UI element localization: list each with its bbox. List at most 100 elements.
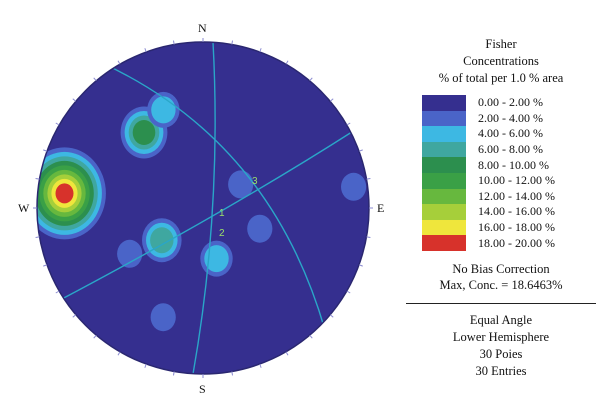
net-tick bbox=[285, 351, 289, 356]
legend-range-label: 10.00 - 12.00 % bbox=[478, 173, 555, 188]
concentration-cluster-6 bbox=[150, 303, 176, 332]
net-tick bbox=[144, 363, 147, 368]
net-tick bbox=[35, 177, 40, 180]
net-tick bbox=[172, 40, 175, 45]
net-tick bbox=[259, 48, 262, 53]
net-tick bbox=[55, 122, 60, 126]
contour-level-4 bbox=[132, 120, 156, 145]
bias-info: No Bias Correction Max, Conc. = 18.6463% bbox=[406, 261, 596, 293]
stereonet-plot: 1 2 3 N S W E bbox=[18, 21, 384, 396]
legend-swatch bbox=[422, 188, 466, 205]
net-tick bbox=[117, 351, 121, 356]
legend-title: Fisher Concentrations % of total per 1.0… bbox=[406, 36, 596, 87]
net-tick bbox=[55, 290, 60, 294]
hemisphere-text: Lower Hemisphere bbox=[452, 329, 550, 344]
net-tick bbox=[35, 236, 40, 239]
contour-level-1 bbox=[150, 303, 176, 332]
net-ticks bbox=[33, 38, 373, 378]
net-tick bbox=[346, 122, 351, 126]
legend-swatch bbox=[422, 235, 466, 251]
legend-bin-0: 0.00 - 2.00 % bbox=[422, 95, 596, 111]
legend-swatch bbox=[422, 95, 466, 111]
net-tick bbox=[117, 60, 121, 65]
legend-range-label: 4.00 - 6.00 % bbox=[478, 126, 543, 141]
legend-swatch bbox=[422, 157, 466, 173]
legend-title-line: % of total per 1.0 % area bbox=[438, 71, 564, 85]
compass-south: S bbox=[199, 382, 206, 396]
concentration-contours bbox=[37, 91, 367, 332]
net-tick bbox=[93, 334, 97, 339]
projection-text: Equal Angle bbox=[469, 312, 533, 327]
net-tick bbox=[231, 371, 234, 376]
compass-west: W bbox=[18, 201, 30, 215]
contour-level-1 bbox=[117, 239, 143, 268]
plane-label-3: 3 bbox=[252, 176, 258, 187]
poles-count-text: 30 Poies bbox=[479, 346, 523, 361]
color-scale: 0.00 - 2.00 % 2.00 - 4.00 % 4.00 - 6.00 % 6… bbox=[422, 95, 596, 251]
net-tick bbox=[358, 149, 363, 152]
contour-level-9 bbox=[55, 183, 74, 204]
concentration-cluster-3 bbox=[142, 218, 182, 263]
compass-east: E bbox=[377, 201, 384, 215]
net-tick bbox=[72, 314, 77, 318]
legend-bin-1: 2.00 - 4.00 % bbox=[422, 110, 596, 127]
net-tick bbox=[231, 40, 234, 45]
legend-range-label: 12.00 - 14.00 % bbox=[478, 188, 555, 203]
net-background bbox=[37, 42, 369, 374]
legend-range-label: 16.00 - 18.00 % bbox=[478, 220, 555, 235]
legend-range-label: 8.00 - 10.00 % bbox=[478, 157, 549, 172]
net-tick bbox=[43, 264, 48, 267]
legend-bin-2: 4.00 - 6.00 % bbox=[422, 126, 596, 142]
compass-north: N bbox=[198, 21, 207, 35]
great-circle-3 bbox=[99, 61, 326, 331]
concentration-cluster-9 bbox=[341, 172, 367, 201]
legend-bin-3: 6.00 - 8.00 % bbox=[422, 141, 596, 158]
legend-title-line: Fisher bbox=[485, 37, 517, 51]
divider bbox=[406, 302, 596, 304]
net-tick bbox=[329, 98, 334, 102]
contour-level-2 bbox=[151, 96, 176, 124]
great-circle-1 bbox=[192, 42, 216, 374]
plane-label-1: 1 bbox=[219, 208, 225, 219]
plane-label-2: 2 bbox=[219, 228, 225, 239]
concentration-cluster-4 bbox=[200, 240, 233, 277]
contour-level-3 bbox=[150, 227, 174, 254]
net-tick bbox=[72, 98, 77, 102]
concentration-cluster-5 bbox=[228, 170, 254, 199]
legend-swatch bbox=[422, 204, 466, 220]
legend-bin-8: 16.00 - 18.00 % bbox=[422, 219, 596, 236]
legend-title-line: Concentrations bbox=[463, 54, 539, 68]
great-circles bbox=[59, 42, 356, 374]
legend-bin-4: 8.00 - 10.00 % bbox=[422, 157, 596, 173]
legend-swatch bbox=[422, 172, 466, 189]
legend-bin-9: 18.00 - 20.00 % bbox=[422, 235, 596, 251]
great-circle-2 bbox=[59, 129, 356, 301]
legend-swatch bbox=[422, 219, 466, 236]
net-tick bbox=[93, 77, 97, 82]
legend-range-label: 6.00 - 8.00 % bbox=[478, 142, 543, 157]
net-tick bbox=[43, 149, 48, 152]
legend-swatch bbox=[422, 141, 466, 158]
max-concentration-text: Max, Conc. = 18.6463% bbox=[439, 277, 563, 292]
legend-bin-7: 14.00 - 16.00 % bbox=[422, 204, 596, 220]
net-tick bbox=[309, 77, 313, 82]
concentration-cluster-7 bbox=[117, 239, 143, 268]
contour-level-1 bbox=[247, 214, 273, 243]
net-tick bbox=[346, 290, 351, 294]
net-tick bbox=[329, 314, 334, 318]
concentration-cluster-8 bbox=[247, 214, 273, 243]
contour-level-1 bbox=[228, 170, 254, 199]
net-tick bbox=[144, 48, 147, 53]
net-tick bbox=[259, 363, 262, 368]
legend-range-label: 0.00 - 2.00 % bbox=[478, 95, 543, 110]
legend: Fisher Concentrations % of total per 1.0… bbox=[406, 36, 596, 380]
legend-swatch bbox=[422, 110, 466, 127]
concentration-cluster-0 bbox=[37, 147, 106, 240]
legend-range-label: 2.00 - 4.00 % bbox=[478, 110, 543, 125]
contour-level-1 bbox=[341, 172, 367, 201]
net-tick bbox=[285, 60, 289, 65]
net-tick bbox=[366, 177, 371, 180]
net-tick bbox=[309, 334, 313, 339]
contour-level-2 bbox=[204, 245, 229, 273]
legend-swatch bbox=[422, 126, 466, 142]
